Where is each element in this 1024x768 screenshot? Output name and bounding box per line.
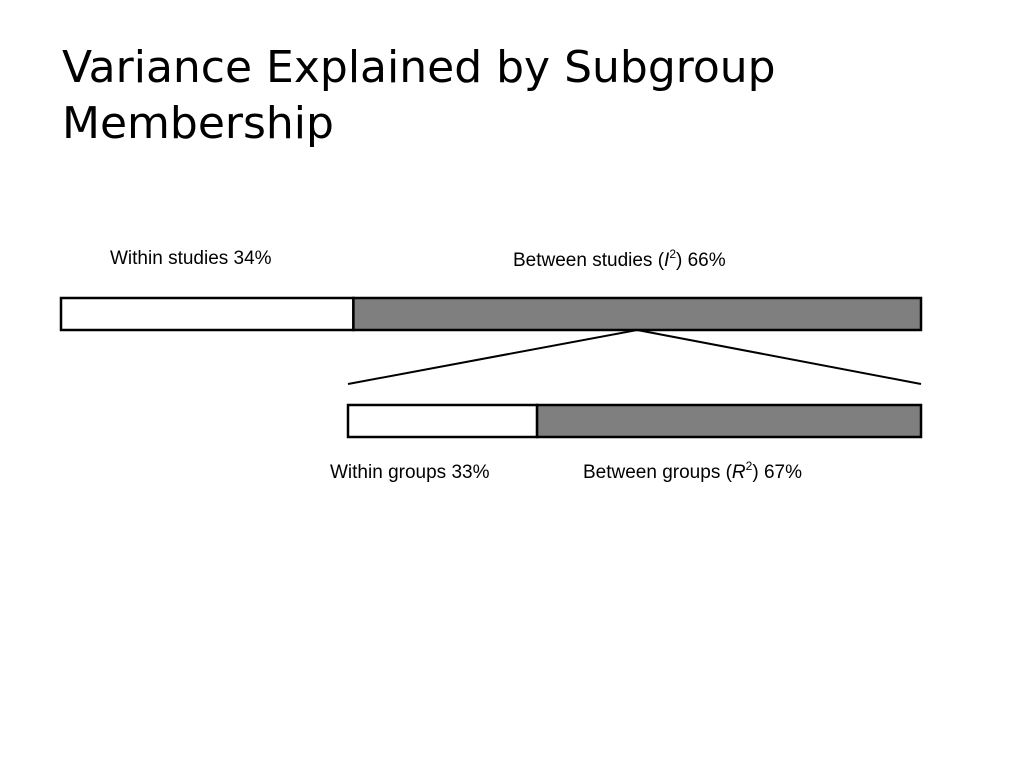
r-squared-symbol: R [731, 462, 746, 483]
bottom-between-segment [535, 403, 923, 439]
between-groups-suffix: ) 67% [752, 462, 802, 483]
top-within-segment [59, 296, 355, 332]
i-squared-symbol: I [664, 250, 670, 271]
i-squared-superscript: 2 [669, 247, 676, 261]
slide-title: Variance Explained by Subgroup Membershi… [62, 42, 776, 149]
within-groups-label: Within groups 33% [330, 462, 490, 483]
r-squared-superscript: 2 [745, 459, 753, 473]
within-studies-label: Within studies 34% [110, 248, 272, 269]
between-studies-suffix: ) 66% [676, 250, 726, 271]
between-studies-prefix: Between studies ( [513, 250, 665, 271]
zoom-connector-left [347, 329, 638, 385]
bottom-within-segment [346, 403, 539, 439]
between-groups-label: Between groups (R2) 67% [583, 459, 802, 484]
zoom-connector-right [637, 329, 922, 385]
between-groups-prefix: Between groups ( [583, 462, 732, 483]
top-between-segment [352, 296, 923, 332]
between-studies-label: Between studies (I2) 66% [513, 247, 726, 272]
